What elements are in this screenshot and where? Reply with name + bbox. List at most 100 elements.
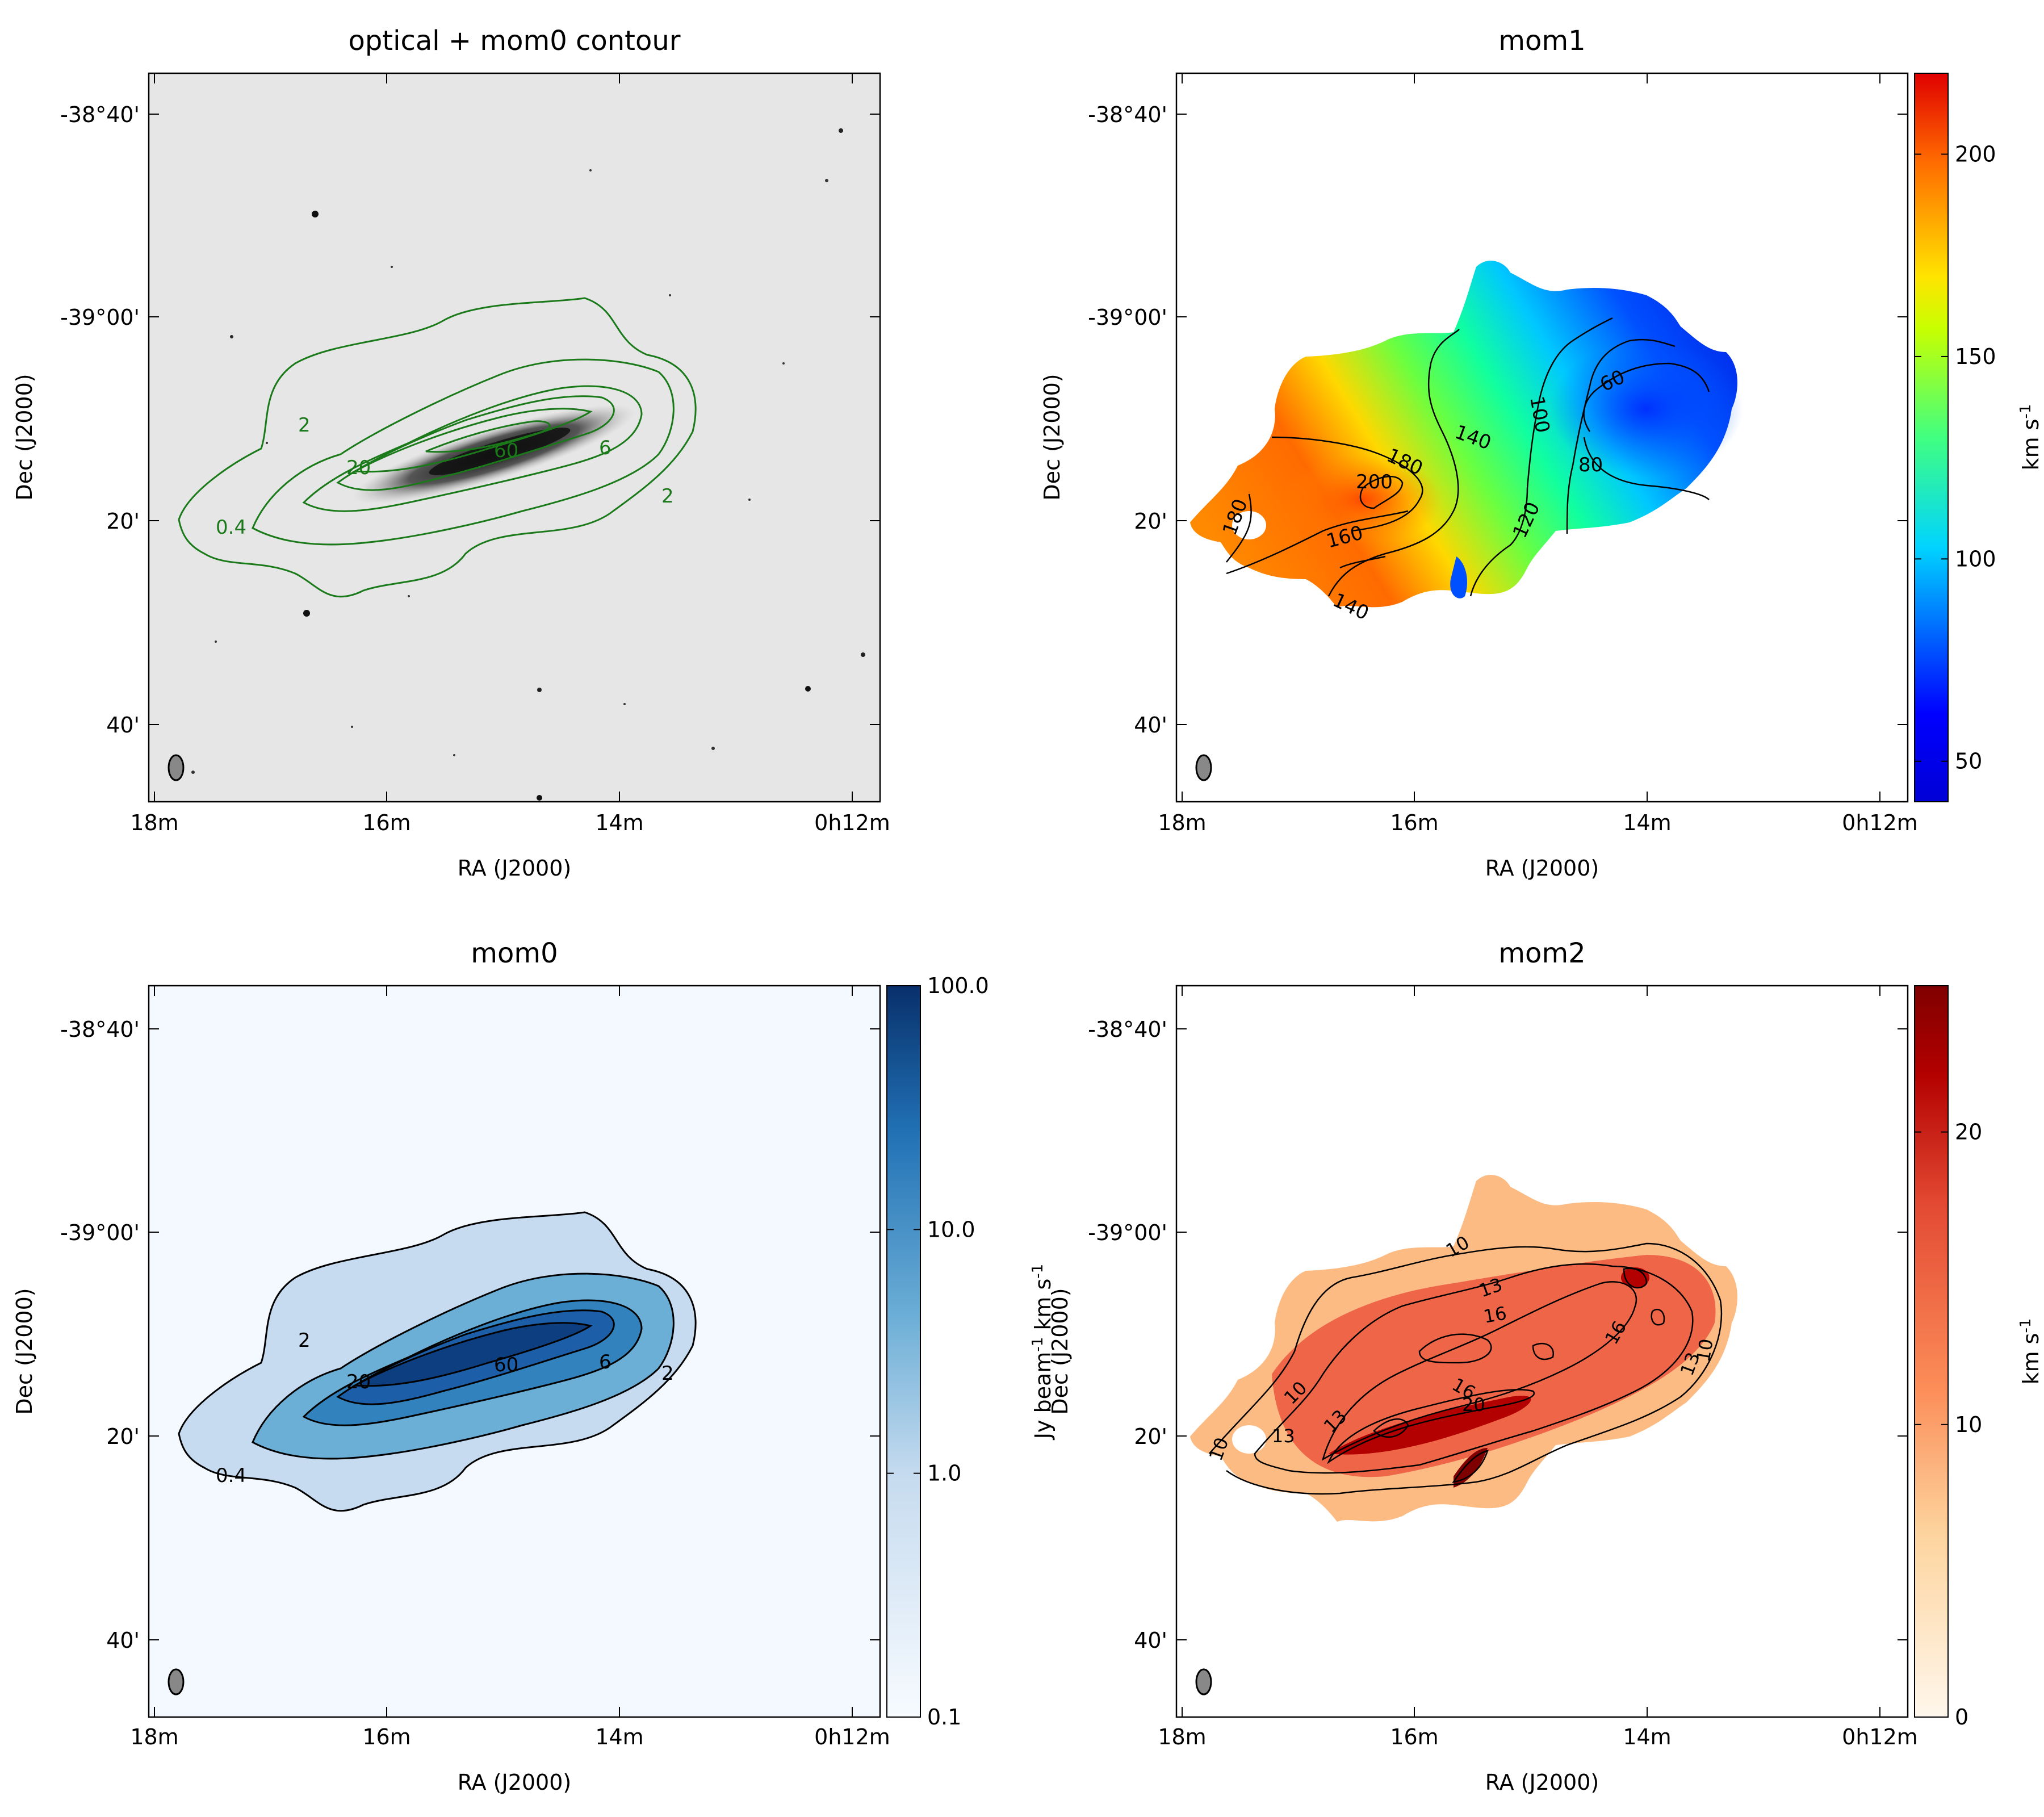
beam-ellipse <box>1195 754 1212 781</box>
x-tick-label: 18m <box>1158 810 1206 835</box>
panel-title: mom2 <box>1498 937 1585 969</box>
y-tick-label: 20' <box>106 1424 140 1449</box>
y-tick-label: 40' <box>106 713 140 738</box>
y-tick-label: -38°40' <box>1088 102 1167 127</box>
colorbar-tick-label: 100.0 <box>927 973 989 998</box>
panel-title: optical + mom0 contour <box>348 25 680 57</box>
mom0-frame <box>148 985 881 1718</box>
colorbar-label: Jy beam-1 km s-1 <box>1029 1264 1055 1440</box>
x-axis-label: RA (J2000) <box>1485 856 1599 881</box>
x-tick-label: 18m <box>130 1724 178 1749</box>
svg-text:20: 20 <box>346 1371 371 1393</box>
y-tick-label: -39°00' <box>1088 1220 1167 1245</box>
colorbar-tick-label: 200 <box>1955 142 1996 167</box>
mom1-ticks <box>1176 73 1908 802</box>
mom1-frame <box>1175 72 1909 803</box>
contour-labels: 0.4 2 20 60 6 2 <box>216 414 674 539</box>
x-tick-label: 14m <box>1623 1724 1671 1749</box>
colorbar-tick-label: 150 <box>1955 344 1996 369</box>
colorbar-tick-label: 100 <box>1955 546 1996 571</box>
mom2-ticks <box>1176 986 1908 1717</box>
mom1-colorbar: 50 100 150 200 km s-1 <box>1914 73 2043 802</box>
colorbar-gradient <box>886 985 921 1718</box>
colorbar-ticks: 0.1 1.0 10.0 100.0 <box>887 973 989 1730</box>
mom2-colorbar: 0 10 20 km s-1 <box>1914 985 2043 1730</box>
x-tick-label: 18m <box>130 810 178 835</box>
colorbar-gradient <box>1914 985 1949 1718</box>
svg-text:6: 6 <box>599 1351 611 1374</box>
x-tick-label: 14m <box>1623 810 1671 835</box>
svg-text:20: 20 <box>1462 1394 1485 1416</box>
x-tick-label: 16m <box>362 1724 411 1749</box>
colorbar-gradient <box>1914 73 1949 802</box>
mom0-colorbar: 0.1 1.0 10.0 100.0 Jy beam-1 km s-1 <box>886 973 1055 1730</box>
colorbar-label: km s-1 <box>2017 404 2043 471</box>
optical-frame <box>148 72 881 803</box>
svg-text:2: 2 <box>661 485 674 508</box>
colorbar-ticks: 0 10 20 <box>1915 1120 1982 1730</box>
y-tick-label: 20' <box>1134 509 1167 534</box>
mom2-contours <box>1209 1242 1723 1495</box>
y-tick-label: 40' <box>1134 1628 1167 1653</box>
beam-ellipse <box>167 1668 185 1695</box>
optical-ticks <box>149 73 880 802</box>
colorbar-tick-label: 0.1 <box>927 1705 961 1730</box>
colorbar-tick-label: 10.0 <box>927 1217 975 1242</box>
svg-text:80: 80 <box>1578 454 1603 476</box>
colorbar-tick-label: 0 <box>1955 1705 1968 1730</box>
colorbar-tick-label: 1.0 <box>927 1461 961 1486</box>
svg-text:0.4: 0.4 <box>216 516 246 539</box>
y-axis-label: Dec (J2000) <box>12 374 37 500</box>
y-tick-label: 20' <box>106 509 140 534</box>
y-axis-label: Dec (J2000) <box>12 1288 37 1414</box>
x-tick-label: 16m <box>1390 1724 1438 1749</box>
y-tick-label: 40' <box>1134 713 1167 738</box>
x-axis-label: RA (J2000) <box>1485 1770 1599 1795</box>
x-tick-label: 0h12m <box>814 1724 890 1749</box>
y-tick-label: -38°40' <box>1088 1017 1167 1042</box>
x-axis-label: RA (J2000) <box>458 856 572 881</box>
y-tick-label: -39°00' <box>1088 305 1167 330</box>
svg-text:20: 20 <box>346 457 371 479</box>
beam-ellipse <box>1195 1668 1212 1695</box>
x-tick-label: 0h12m <box>1842 1724 1918 1749</box>
svg-text:60: 60 <box>494 439 518 462</box>
svg-text:2: 2 <box>298 1329 311 1352</box>
x-tick-label: 16m <box>362 810 411 835</box>
mom1-velocity-field <box>1190 261 1743 608</box>
svg-text:60: 60 <box>494 1354 518 1376</box>
svg-text:0.4: 0.4 <box>216 1464 246 1487</box>
x-tick-label: 18m <box>1158 1724 1206 1749</box>
y-tick-label: 20' <box>1134 1424 1167 1449</box>
y-tick-label: -39°00' <box>60 1220 140 1245</box>
x-tick-label: 16m <box>1390 810 1438 835</box>
panel-mom1: mom1 RA (J2000) Dec (J2000) 18m 16m 14m … <box>1040 25 2043 881</box>
optical-stars <box>191 128 865 801</box>
y-axis-label: Dec (J2000) <box>1048 1288 1073 1414</box>
svg-text:10: 10 <box>1692 1337 1717 1364</box>
optical-contours <box>178 297 697 598</box>
panel-title: mom1 <box>1498 25 1585 57</box>
mom1-contours <box>1226 317 1710 597</box>
svg-text:6: 6 <box>599 437 611 459</box>
colorbar-tick-label: 20 <box>1955 1120 1982 1145</box>
panel-mom0: mom0 RA (J2000) Dec (J2000) 18m 16m 14m … <box>12 937 1055 1795</box>
y-tick-label: -38°40' <box>60 1017 140 1042</box>
y-tick-label: -38°40' <box>60 102 140 127</box>
panel-optical: optical + mom0 contour RA (J2000) Dec (J… <box>12 25 890 881</box>
x-axis-label: RA (J2000) <box>458 1770 572 1795</box>
contour-labels: 0.4 2 20 60 6 2 <box>216 1329 674 1487</box>
y-axis-label: Dec (J2000) <box>1040 374 1065 500</box>
x-tick-label: 14m <box>595 810 643 835</box>
colorbar-tick-label: 10 <box>1955 1412 1982 1437</box>
y-tick-label: 40' <box>106 1628 140 1653</box>
beam-ellipse <box>167 754 185 781</box>
svg-text:16: 16 <box>1482 1302 1509 1327</box>
mom0-contours <box>178 1211 697 1512</box>
x-tick-label: 0h12m <box>1842 810 1918 835</box>
svg-text:200: 200 <box>1356 471 1393 493</box>
y-tick-label: -39°00' <box>60 305 140 330</box>
svg-text:2: 2 <box>661 1362 674 1385</box>
x-tick-label: 14m <box>595 1724 643 1749</box>
